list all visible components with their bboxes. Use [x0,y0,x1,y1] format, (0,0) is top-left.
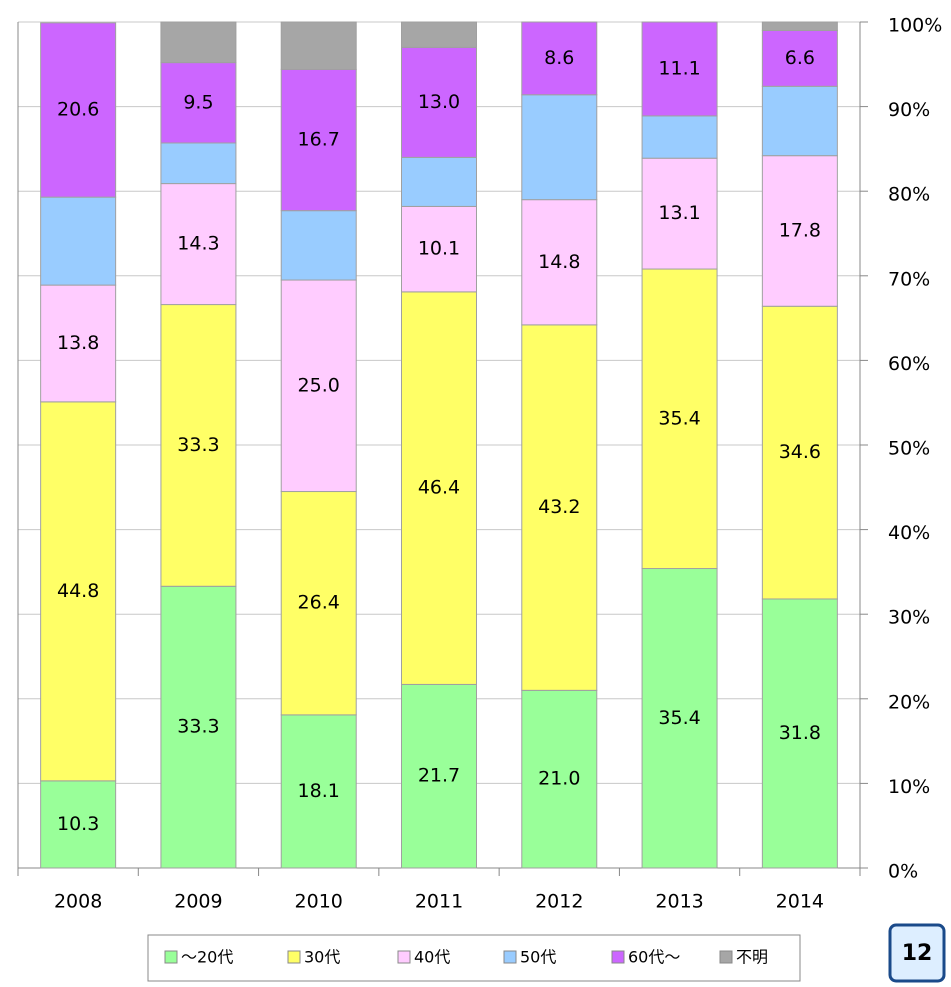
data-label: 10.1 [418,238,460,260]
data-label: 13.1 [658,202,700,224]
x-tick-label: 2009 [174,891,222,913]
bar-segment [401,205,477,293]
data-label: 33.3 [177,434,219,456]
bar-segment [401,291,477,685]
data-label: 35.4 [658,707,700,729]
data-label: 18.1 [298,780,340,802]
bar-segment [521,324,598,691]
bar-segment [40,196,117,286]
data-label: 35.4 [658,407,700,429]
y-tick-label: 70% [888,268,930,290]
data-label: 33.3 [177,716,219,738]
bar-segment [160,585,237,869]
data-label: 21.7 [418,765,460,787]
legend-swatch [719,950,733,964]
x-tick-label: 2010 [295,891,343,913]
x-tick-label: 2014 [776,891,824,913]
bar-segment [280,210,357,281]
y-tick-label: 100% [888,15,942,37]
data-label: 17.8 [779,219,821,241]
page-badge [888,923,946,983]
bar-segment [761,29,838,87]
bar-segment [641,157,718,270]
bar-segment [761,21,838,31]
bar-segment [761,305,838,600]
data-label: 31.8 [779,722,821,744]
x-tick-label: 2012 [535,891,583,913]
y-tick-label: 90% [888,99,930,121]
y-tick-label: 60% [888,353,930,375]
data-label: 9.5 [183,91,213,113]
bar-segment [401,21,477,48]
y-tick-label: 10% [888,776,930,798]
data-label: 13.0 [418,91,460,113]
bar-segment [160,183,237,306]
data-label: 26.4 [298,592,340,614]
bar-segment [401,156,477,207]
y-tick-label: 20% [888,691,930,713]
y-tick-label: 0% [888,861,918,883]
x-tick-label: 2011 [415,891,463,913]
bar-segment [521,94,598,201]
legend-label: 40代 [414,948,450,967]
bar-segment [40,22,117,198]
bar-segment [160,304,237,587]
bar-segment [280,21,357,70]
legend-label: 60代～ [628,948,680,967]
bar-segment [40,780,117,869]
page-number: 12 [902,941,933,966]
bar-segment [521,21,598,96]
legend-label: 30代 [304,948,340,967]
bar-segment [641,268,718,570]
data-label: 6.6 [785,47,815,69]
data-label: 13.8 [57,332,99,354]
bar-segment [521,199,598,326]
bar-segment [401,683,477,869]
bar-segment [40,401,117,782]
data-label: 34.6 [779,441,821,463]
data-label: 21.0 [538,768,580,790]
data-label: 16.7 [298,129,340,151]
legend-swatch [287,950,301,964]
legend-swatch [164,950,178,964]
y-tick-label: 40% [888,522,930,544]
legend-swatch [503,950,517,964]
data-label: 14.3 [177,233,219,255]
bar-segment [160,142,237,185]
y-tick-label: 80% [888,184,930,206]
bar-segment [40,284,117,403]
bar-segment [401,46,477,158]
bar-segment [521,689,598,869]
bar-segment [280,279,357,493]
data-label: 14.8 [538,251,580,273]
legend-label: 不明 [736,948,768,967]
bar-segment [160,21,237,64]
bar-segment [761,85,838,157]
data-label: 10.3 [57,813,99,835]
bar-segment [641,21,718,117]
bar-segment [641,115,718,159]
legend-box [147,934,801,982]
data-label: 44.8 [57,580,99,602]
x-tick-label: 2013 [655,891,703,913]
data-label: 20.6 [57,98,99,120]
bar-segment [761,155,838,307]
x-tick-label: 2008 [54,891,102,913]
data-label: 25.0 [298,374,340,396]
bar-segment [641,568,718,869]
y-tick-label: 30% [888,607,930,629]
bar-segment [761,598,838,869]
data-label: 11.1 [658,57,700,79]
legend-swatch [397,950,411,964]
legend-label: 50代 [520,948,556,967]
data-label: 8.6 [544,47,574,69]
y-tick-label: 50% [888,438,930,460]
legend-swatch [611,950,625,964]
legend-label: ～20代 [181,948,233,967]
bar-segment [280,491,357,716]
data-label: 46.4 [418,477,460,499]
data-label: 43.2 [538,496,580,518]
